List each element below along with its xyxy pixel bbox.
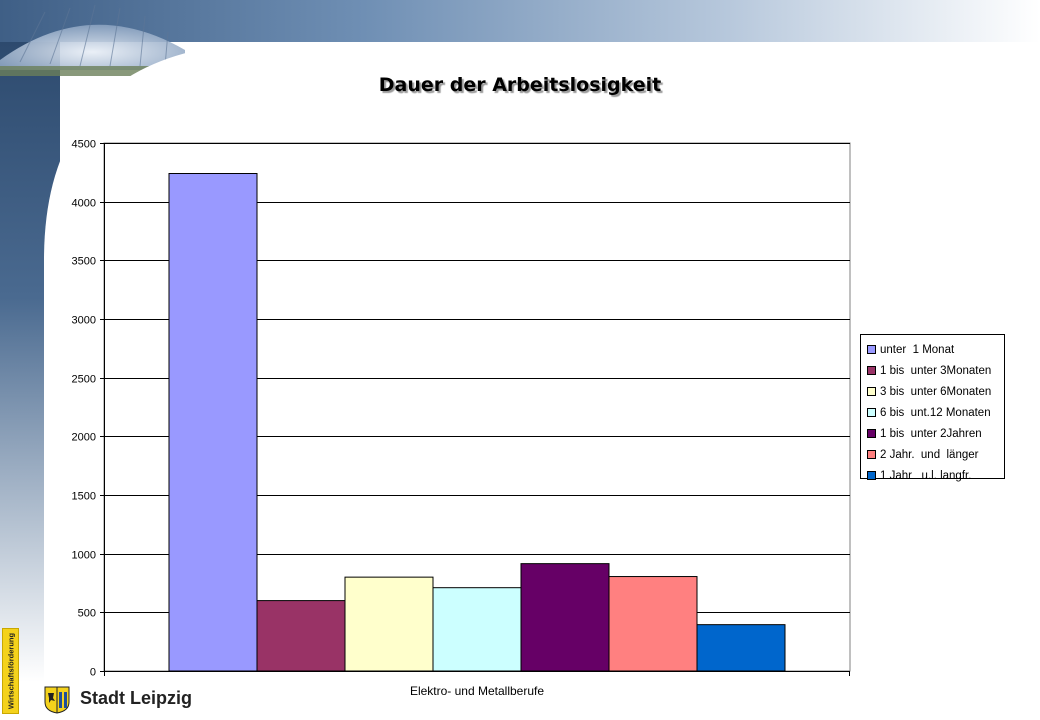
legend-item: unter 1 Monat bbox=[861, 339, 1004, 360]
legend-label: 1 Jahr u.l. langfr. bbox=[880, 469, 972, 482]
y-tick-label: 1500 bbox=[72, 491, 96, 503]
legend-label: 3 bis unter 6Monaten bbox=[880, 385, 992, 398]
legend-label: 2 Jahr. und länger bbox=[880, 448, 979, 461]
bar bbox=[168, 173, 258, 672]
bar bbox=[520, 563, 610, 672]
side-tag-text: Wirtschaftsförderung bbox=[6, 632, 15, 710]
legend-item: 3 bis unter 6Monaten bbox=[861, 381, 1004, 402]
legend-item: 1 bis unter 3Monaten bbox=[861, 360, 1004, 381]
y-tick-label: 500 bbox=[78, 608, 96, 620]
x-category-label: Elektro- und Metallberufe bbox=[410, 684, 544, 698]
legend-item: 6 bis unt.12 Monaten bbox=[861, 402, 1004, 423]
hall-dome bbox=[0, 24, 185, 70]
legend-swatch bbox=[867, 366, 876, 375]
city-name: Stadt Leipzig bbox=[80, 688, 192, 708]
slide-title: Dauer der Arbeitslosigkeit bbox=[378, 74, 662, 96]
y-tick-label: 2500 bbox=[72, 374, 96, 386]
shoreline bbox=[0, 66, 190, 76]
legend-label: 1 bis unter 2Jahren bbox=[880, 427, 982, 440]
legend-item: 1 bis unter 2Jahren bbox=[861, 423, 1004, 444]
legend-swatch bbox=[867, 429, 876, 438]
legend-item: 1 Jahr u.l. langfr. bbox=[861, 465, 1004, 486]
bar bbox=[256, 600, 346, 672]
legend-swatch bbox=[867, 471, 876, 480]
y-tick-label: 3000 bbox=[72, 315, 96, 327]
legend-label: 6 bis unt.12 Monaten bbox=[880, 406, 991, 419]
city-logo-icon bbox=[44, 686, 70, 714]
y-tick-label: 4500 bbox=[72, 139, 96, 151]
y-tick-label: 1000 bbox=[72, 550, 96, 562]
bar bbox=[696, 624, 786, 672]
y-tick-label: 2000 bbox=[72, 432, 96, 444]
legend-swatch bbox=[867, 408, 876, 417]
side-tag: Wirtschaftsförderung bbox=[2, 628, 19, 714]
y-tick-label: 3500 bbox=[72, 256, 96, 268]
y-tick-label: 4000 bbox=[72, 198, 96, 210]
chart-legend: unter 1 Monat 1 bis unter 3Monaten 3 bis u… bbox=[860, 334, 1005, 482]
legend-item: 2 Jahr. und länger bbox=[861, 444, 1004, 465]
legend-label: 1 bis unter 3Monaten bbox=[880, 364, 992, 377]
bar bbox=[432, 587, 522, 672]
y-tick-label: 0 bbox=[90, 667, 96, 679]
legend-swatch bbox=[867, 345, 876, 354]
sky-band bbox=[0, 0, 1040, 42]
legend-swatch bbox=[867, 450, 876, 459]
legend-swatch bbox=[867, 387, 876, 396]
bar bbox=[344, 576, 434, 672]
bar bbox=[608, 576, 698, 672]
legend-label: unter 1 Monat bbox=[880, 343, 955, 356]
